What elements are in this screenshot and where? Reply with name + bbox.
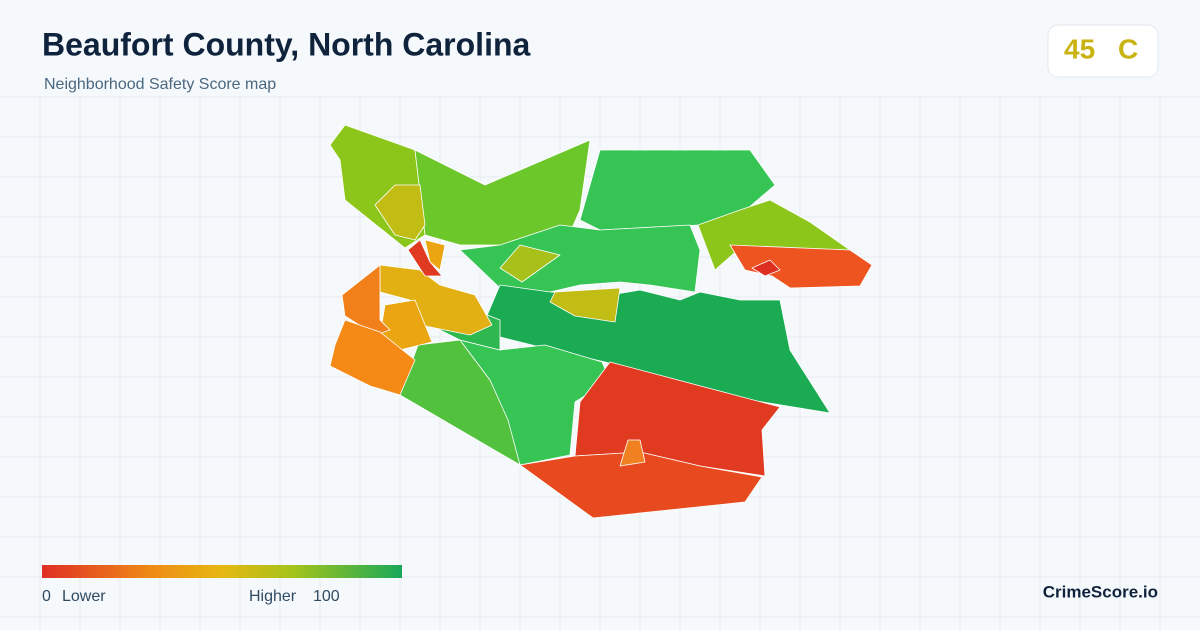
region <box>499 244 561 283</box>
region <box>751 259 781 277</box>
region <box>379 264 493 336</box>
legend-min: 0 <box>42 588 51 605</box>
region <box>459 339 611 466</box>
region <box>697 199 851 271</box>
score-grade: C <box>1118 33 1138 64</box>
brand: CrimeScore.io <box>1043 582 1158 601</box>
title: Beaufort County, North Carolina <box>42 26 531 62</box>
legend-bar <box>42 565 402 578</box>
score-value: 45 <box>1064 33 1095 64</box>
region <box>549 287 621 323</box>
legend-min-label: Lower <box>62 588 106 605</box>
region <box>619 439 646 467</box>
legend-max: 100 <box>313 588 340 605</box>
legend-max-label: Higher <box>249 588 297 605</box>
county-map <box>329 124 873 519</box>
subtitle: Neighborhood Safety Score map <box>44 76 276 93</box>
region <box>729 244 873 289</box>
region <box>329 319 416 396</box>
score-badge <box>1047 24 1159 78</box>
region <box>341 264 391 336</box>
region <box>374 184 426 241</box>
region <box>407 239 443 277</box>
region <box>519 451 763 519</box>
region <box>424 239 446 271</box>
